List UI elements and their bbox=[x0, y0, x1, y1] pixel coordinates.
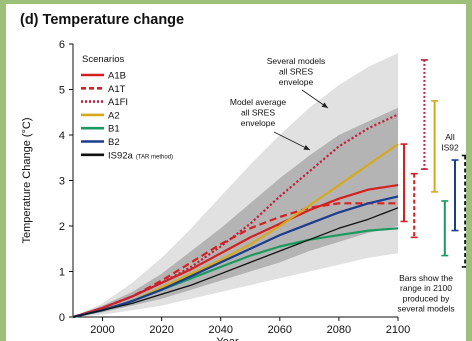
envelope-outer bbox=[73, 53, 398, 317]
annotation-model-average: envelope bbox=[241, 118, 276, 128]
figure-panel: 0 1 2 3 4 5 6 2000 2020 2040 2060 2080 2100 Temperatu… bbox=[6, 4, 466, 341]
annotation-arrow-model-average bbox=[273, 131, 311, 151]
annotation-bars-note: Bars show the bbox=[399, 273, 453, 283]
annotation-several-models: Several models bbox=[267, 56, 326, 66]
annotation-bars-note: several models bbox=[397, 304, 454, 314]
y-tick-label: 5 bbox=[59, 85, 65, 97]
series-line-is92a bbox=[72, 207, 399, 318]
y-tick-label: 6 bbox=[59, 39, 65, 51]
annotation-bars-note: produced by bbox=[403, 293, 451, 303]
x-tick-label: 2020 bbox=[149, 324, 173, 336]
annotation-arrow-model-average-head bbox=[303, 144, 310, 150]
y-tick-label: 0 bbox=[59, 312, 65, 324]
legend-label-a2: A2 bbox=[108, 110, 120, 121]
annotation-several-models: envelope bbox=[279, 77, 314, 87]
series-line-a1fi bbox=[72, 113, 399, 319]
annotation-all-is92: All bbox=[445, 132, 455, 142]
legend-label-b1: B1 bbox=[108, 124, 120, 135]
annotation-several-models: all SRES bbox=[279, 67, 313, 77]
y-tick-label: 1 bbox=[59, 267, 65, 279]
legend-label-a1b: A1B bbox=[108, 71, 126, 82]
temperature-chart: 0 1 2 3 4 5 6 2000 2020 2040 2060 2080 2100 Temperatu… bbox=[20, 12, 466, 341]
series-layer bbox=[72, 113, 399, 319]
legend-title: Scenarios bbox=[82, 54, 124, 65]
legend-label-a1fi: A1FI bbox=[108, 97, 128, 108]
annotation-model-average: all SRES bbox=[241, 108, 275, 118]
x-tick-label: 2060 bbox=[268, 324, 292, 336]
legend-label-is92a: IS92a (TAR method) bbox=[108, 150, 173, 161]
annotation-bars-note: range in 2100 bbox=[400, 283, 452, 293]
series-line-b2 bbox=[72, 195, 399, 319]
x-tick-label: 2040 bbox=[208, 324, 232, 336]
x-axis-label: Year bbox=[216, 336, 239, 341]
x-tick-label: 2000 bbox=[90, 324, 114, 336]
y-axis-label: Temperature Change (°C) bbox=[21, 117, 33, 243]
annotation-arrow-several-models-head bbox=[321, 102, 328, 108]
range-bars-layer bbox=[400, 59, 466, 268]
x-tick-label: 2100 bbox=[386, 324, 410, 336]
x-tick-label: 2080 bbox=[327, 324, 351, 336]
chart-title: (d) Temperature change bbox=[20, 12, 184, 28]
y-tick-label: 3 bbox=[59, 176, 65, 188]
legend-label-b2: B2 bbox=[108, 137, 120, 148]
annotation-all-is92: IS92 bbox=[441, 143, 459, 153]
envelope-layer bbox=[73, 53, 398, 317]
y-tick-label: 4 bbox=[59, 130, 65, 142]
annotation-model-average: Model average bbox=[230, 97, 287, 107]
legend: Scenarios A1B A1T A1FI A2 B1 B2 IS92a (TAR metho… bbox=[81, 54, 173, 161]
envelope-inner bbox=[73, 107, 398, 317]
legend-label-a1t: A1T bbox=[108, 84, 126, 95]
axes-layer: 0 1 2 3 4 5 6 2000 2020 2040 2060 2080 2100 Temperatu… bbox=[21, 39, 410, 341]
y-tick-label: 2 bbox=[59, 221, 65, 233]
